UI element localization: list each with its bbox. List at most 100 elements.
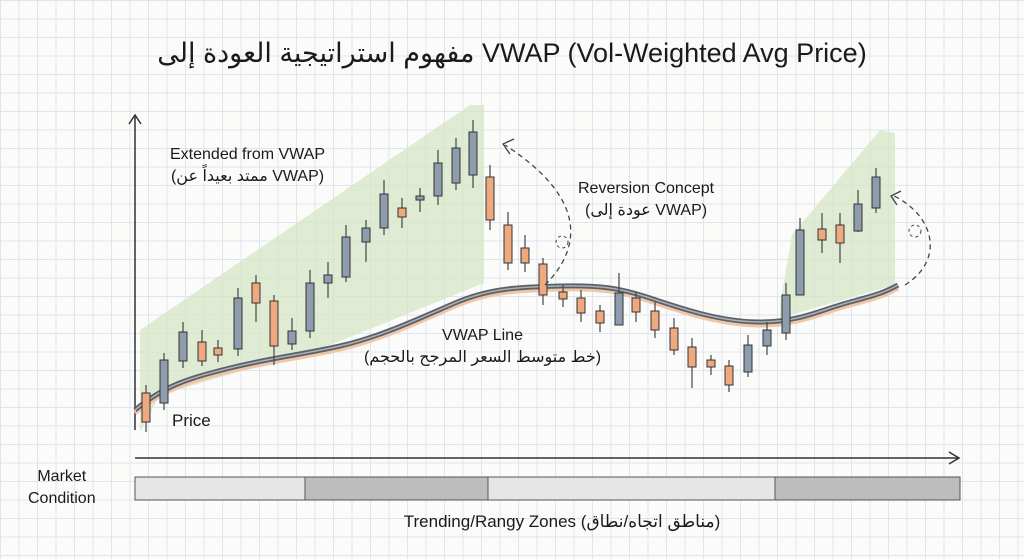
y-axis-arrow-icon bbox=[128, 113, 142, 125]
candle bbox=[233, 288, 243, 356]
zones-caption: Trending/Rangy Zones (مناطق اتجاه/نطاق) bbox=[403, 512, 721, 531]
bullish-candle-body bbox=[762, 329, 772, 347]
bullish-candle-body bbox=[468, 131, 478, 176]
bearish-candle-body bbox=[669, 327, 679, 351]
candle bbox=[287, 318, 297, 350]
bullish-candle-body bbox=[178, 331, 188, 362]
candle bbox=[379, 180, 389, 235]
candle bbox=[706, 355, 716, 375]
bullish-candle-body bbox=[871, 176, 881, 209]
bullish-candle-body bbox=[341, 236, 351, 278]
bearish-candle-body bbox=[251, 282, 261, 304]
bullish-candle-body bbox=[451, 147, 461, 184]
bullish-candle-body bbox=[795, 229, 805, 296]
bullish-candle-body bbox=[159, 359, 169, 404]
page-title: مفهوم استراتيجية العودة إلى VWAP (Vol-We… bbox=[157, 38, 867, 68]
candle bbox=[305, 270, 315, 338]
vwap-label-ar: (خط متوسط السعر المرجح بالحجم) bbox=[364, 349, 602, 366]
candle bbox=[538, 258, 548, 305]
extended-zone-2 bbox=[780, 130, 895, 318]
reversion-arrow-1 bbox=[504, 144, 572, 286]
candle bbox=[724, 360, 734, 392]
candle bbox=[433, 150, 443, 205]
bullish-candle-body bbox=[305, 282, 315, 332]
candle bbox=[251, 275, 261, 322]
candle bbox=[762, 322, 772, 355]
bearish-candle-body bbox=[213, 347, 223, 356]
candle bbox=[503, 212, 513, 270]
range-zone-segment bbox=[134, 476, 306, 501]
reversion-label-ar: (عودة إلى VWAP) bbox=[585, 202, 708, 219]
candle bbox=[687, 338, 697, 388]
candle bbox=[817, 213, 827, 253]
market-condition-label: Market Condition bbox=[28, 468, 96, 507]
candle bbox=[361, 220, 371, 262]
reversion-loop-2 bbox=[908, 224, 922, 238]
bullish-candle-body bbox=[233, 297, 243, 350]
x-axis-arrow-icon bbox=[948, 451, 961, 465]
bearish-candle-body bbox=[269, 300, 279, 347]
bearish-candle-body bbox=[706, 359, 716, 368]
bearish-candle-body bbox=[595, 310, 605, 324]
reversion-arrowhead-2-icon bbox=[890, 190, 902, 206]
candle bbox=[197, 330, 207, 366]
extended-label-en: Extended from VWAP bbox=[170, 146, 326, 163]
bearish-candle-body bbox=[817, 228, 827, 241]
candle bbox=[558, 285, 568, 307]
candle bbox=[485, 165, 495, 230]
candle bbox=[213, 340, 223, 362]
candle bbox=[669, 318, 679, 355]
bullish-candle-body bbox=[614, 292, 624, 326]
candle bbox=[141, 385, 151, 432]
price-label: Price bbox=[172, 411, 211, 430]
vwap-label-en: VWAP Line bbox=[442, 327, 523, 344]
candle bbox=[650, 302, 660, 338]
candle bbox=[520, 235, 530, 272]
bearish-candle-body bbox=[397, 207, 407, 218]
bearish-candle-body bbox=[687, 346, 697, 368]
bullish-candle-body bbox=[287, 330, 297, 345]
bullish-candle-body bbox=[853, 203, 863, 232]
bearish-candle-body bbox=[538, 263, 548, 296]
reversion-label: Reversion Concept (عودة إلى VWAP) bbox=[578, 178, 714, 222]
candle bbox=[631, 292, 641, 322]
candle bbox=[781, 283, 791, 340]
trending-zone-segment bbox=[304, 476, 489, 501]
bearish-candle-body bbox=[558, 291, 568, 300]
trending-zone-segment bbox=[774, 476, 961, 501]
candle bbox=[614, 273, 624, 326]
candle bbox=[795, 218, 805, 296]
bullish-candle-body bbox=[379, 193, 389, 229]
bearish-candle-body bbox=[724, 365, 734, 386]
candle bbox=[835, 213, 845, 263]
reversion-arrowhead-1-icon bbox=[502, 138, 515, 155]
bullish-candle-body bbox=[323, 274, 333, 284]
bullish-candle-body bbox=[433, 162, 443, 197]
candle bbox=[323, 262, 333, 298]
range-zone-segment bbox=[487, 476, 776, 501]
bearish-candle-body bbox=[631, 297, 641, 313]
extended-zone-1 bbox=[140, 105, 484, 432]
reversion-arrow-2 bbox=[891, 194, 931, 286]
candle bbox=[397, 198, 407, 228]
candle bbox=[576, 290, 586, 322]
bullish-candle-body bbox=[361, 227, 371, 243]
reversion-loop-1 bbox=[555, 235, 569, 249]
candle bbox=[178, 322, 188, 368]
bearish-candle-body bbox=[576, 297, 586, 314]
bullish-candle-body bbox=[781, 294, 791, 334]
candle bbox=[853, 190, 863, 232]
candle bbox=[341, 225, 351, 282]
candle bbox=[743, 335, 753, 377]
bearish-candle-body bbox=[141, 392, 151, 423]
extended-label-ar: (ممتد بعيداً عن VWAP) bbox=[170, 168, 325, 185]
bullish-candle-body bbox=[415, 195, 425, 201]
candle bbox=[468, 120, 478, 188]
bullish-candle-body bbox=[743, 344, 753, 373]
bearish-candle-body bbox=[503, 224, 513, 264]
bearish-candle-body bbox=[650, 310, 660, 331]
candle bbox=[595, 305, 605, 332]
candle bbox=[159, 353, 169, 410]
candle bbox=[269, 295, 279, 365]
